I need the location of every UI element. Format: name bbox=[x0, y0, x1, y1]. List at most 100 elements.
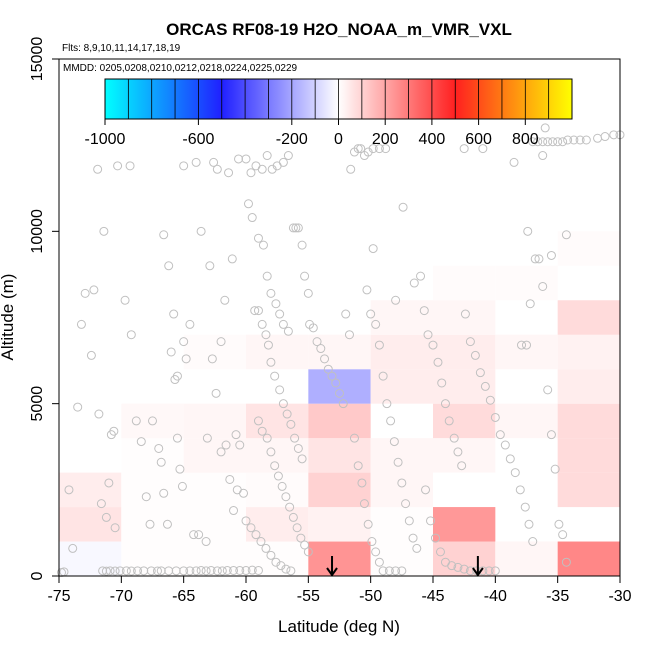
heatmap-cell bbox=[557, 334, 620, 370]
heatmap-cell bbox=[121, 541, 184, 576]
track-point bbox=[125, 161, 135, 171]
track-point bbox=[423, 330, 433, 340]
track-point bbox=[346, 164, 356, 174]
track-point bbox=[303, 547, 313, 557]
track-point bbox=[266, 550, 276, 560]
track-point bbox=[278, 399, 288, 409]
track-point bbox=[293, 443, 303, 453]
heatmap-cell bbox=[121, 438, 184, 473]
track-point bbox=[121, 566, 131, 576]
track-point bbox=[224, 168, 234, 178]
track-point bbox=[520, 502, 530, 512]
track-point bbox=[110, 523, 120, 533]
heatmap-cell bbox=[59, 472, 122, 508]
track-point bbox=[162, 519, 172, 529]
track-point bbox=[558, 530, 568, 540]
track-point bbox=[408, 533, 418, 543]
track-point bbox=[113, 161, 123, 171]
track-point bbox=[447, 561, 457, 571]
track-point bbox=[300, 271, 310, 281]
track-point bbox=[563, 135, 573, 145]
track-point bbox=[179, 566, 189, 576]
heatmap-cell bbox=[370, 507, 433, 542]
track-point bbox=[389, 437, 399, 447]
heatmap-cell bbox=[557, 369, 620, 404]
track-point bbox=[367, 537, 377, 547]
track-point bbox=[275, 309, 285, 319]
track-point bbox=[397, 566, 407, 576]
heatmap-cell bbox=[246, 403, 309, 439]
track-point bbox=[172, 433, 182, 443]
track-point bbox=[243, 199, 253, 209]
track-point bbox=[440, 399, 450, 409]
colorbar-tick-label: 800 bbox=[512, 131, 539, 148]
track-point bbox=[281, 564, 291, 574]
track-point bbox=[533, 137, 543, 147]
heatmap-cell bbox=[557, 472, 620, 508]
track-point bbox=[246, 523, 256, 533]
heatmap-cell bbox=[121, 472, 184, 508]
track-point bbox=[435, 547, 445, 557]
track-point bbox=[538, 137, 548, 147]
x-tick-label: -70 bbox=[110, 588, 133, 605]
track-point bbox=[146, 566, 156, 576]
track-point bbox=[509, 157, 519, 167]
colorbar-tick-label: 200 bbox=[372, 131, 399, 148]
colorbar: -1000 -600 -200 0 200 400 600 800 bbox=[85, 78, 573, 148]
track-point bbox=[401, 499, 411, 509]
track-point bbox=[262, 433, 272, 443]
track-point bbox=[460, 309, 470, 319]
heatmap-cell bbox=[308, 334, 371, 370]
heatmap-cell bbox=[183, 334, 246, 370]
track-point bbox=[270, 371, 280, 381]
track-point bbox=[229, 506, 239, 516]
track-point bbox=[154, 443, 164, 453]
track-point bbox=[262, 151, 272, 161]
track-point bbox=[217, 566, 227, 576]
track-point bbox=[257, 164, 267, 174]
arrow-head bbox=[326, 567, 338, 577]
track-point bbox=[300, 540, 310, 550]
track-point bbox=[251, 530, 261, 540]
track-point bbox=[205, 261, 215, 271]
track-point bbox=[368, 244, 378, 254]
heatmap-cell bbox=[308, 438, 371, 473]
track-point bbox=[374, 340, 384, 350]
track-point bbox=[292, 523, 302, 533]
heatmap-cell bbox=[433, 438, 496, 473]
track-point bbox=[98, 566, 108, 576]
track-point bbox=[534, 254, 544, 264]
chart-title: ORCAS RF08-19 H2O_NOAA_m_VMR_VXL bbox=[166, 20, 512, 39]
track-point bbox=[139, 566, 149, 576]
flights-subtitle: Flts: 8,9,10,11,14,17,18,19 bbox=[62, 43, 181, 54]
y-tick-label: 10000 bbox=[29, 209, 46, 254]
track-point bbox=[257, 426, 267, 436]
track-point bbox=[381, 144, 391, 154]
track-point bbox=[94, 409, 104, 419]
track-point bbox=[449, 433, 459, 443]
track-point bbox=[266, 447, 276, 457]
track-point bbox=[261, 543, 271, 553]
colorbar-tick-label: 400 bbox=[419, 131, 446, 148]
track-point bbox=[93, 164, 103, 174]
heatmap-cell bbox=[557, 403, 620, 439]
track-point bbox=[528, 537, 538, 547]
heatmap-cell bbox=[308, 472, 371, 508]
track-point bbox=[558, 137, 568, 147]
track-point bbox=[235, 440, 245, 450]
track-point bbox=[175, 464, 185, 474]
track-point bbox=[209, 157, 219, 167]
track-point bbox=[136, 437, 146, 447]
track-point bbox=[159, 230, 169, 240]
track-point bbox=[283, 151, 293, 161]
track-point bbox=[196, 226, 206, 236]
track-point bbox=[235, 565, 245, 575]
track-point bbox=[277, 481, 287, 491]
track-point bbox=[490, 412, 500, 422]
track-point bbox=[359, 499, 369, 509]
heatmap-cell bbox=[433, 541, 496, 576]
track-point bbox=[353, 144, 363, 154]
x-tick-label: -60 bbox=[234, 588, 257, 605]
track-point bbox=[288, 512, 298, 522]
track-point bbox=[290, 433, 300, 443]
